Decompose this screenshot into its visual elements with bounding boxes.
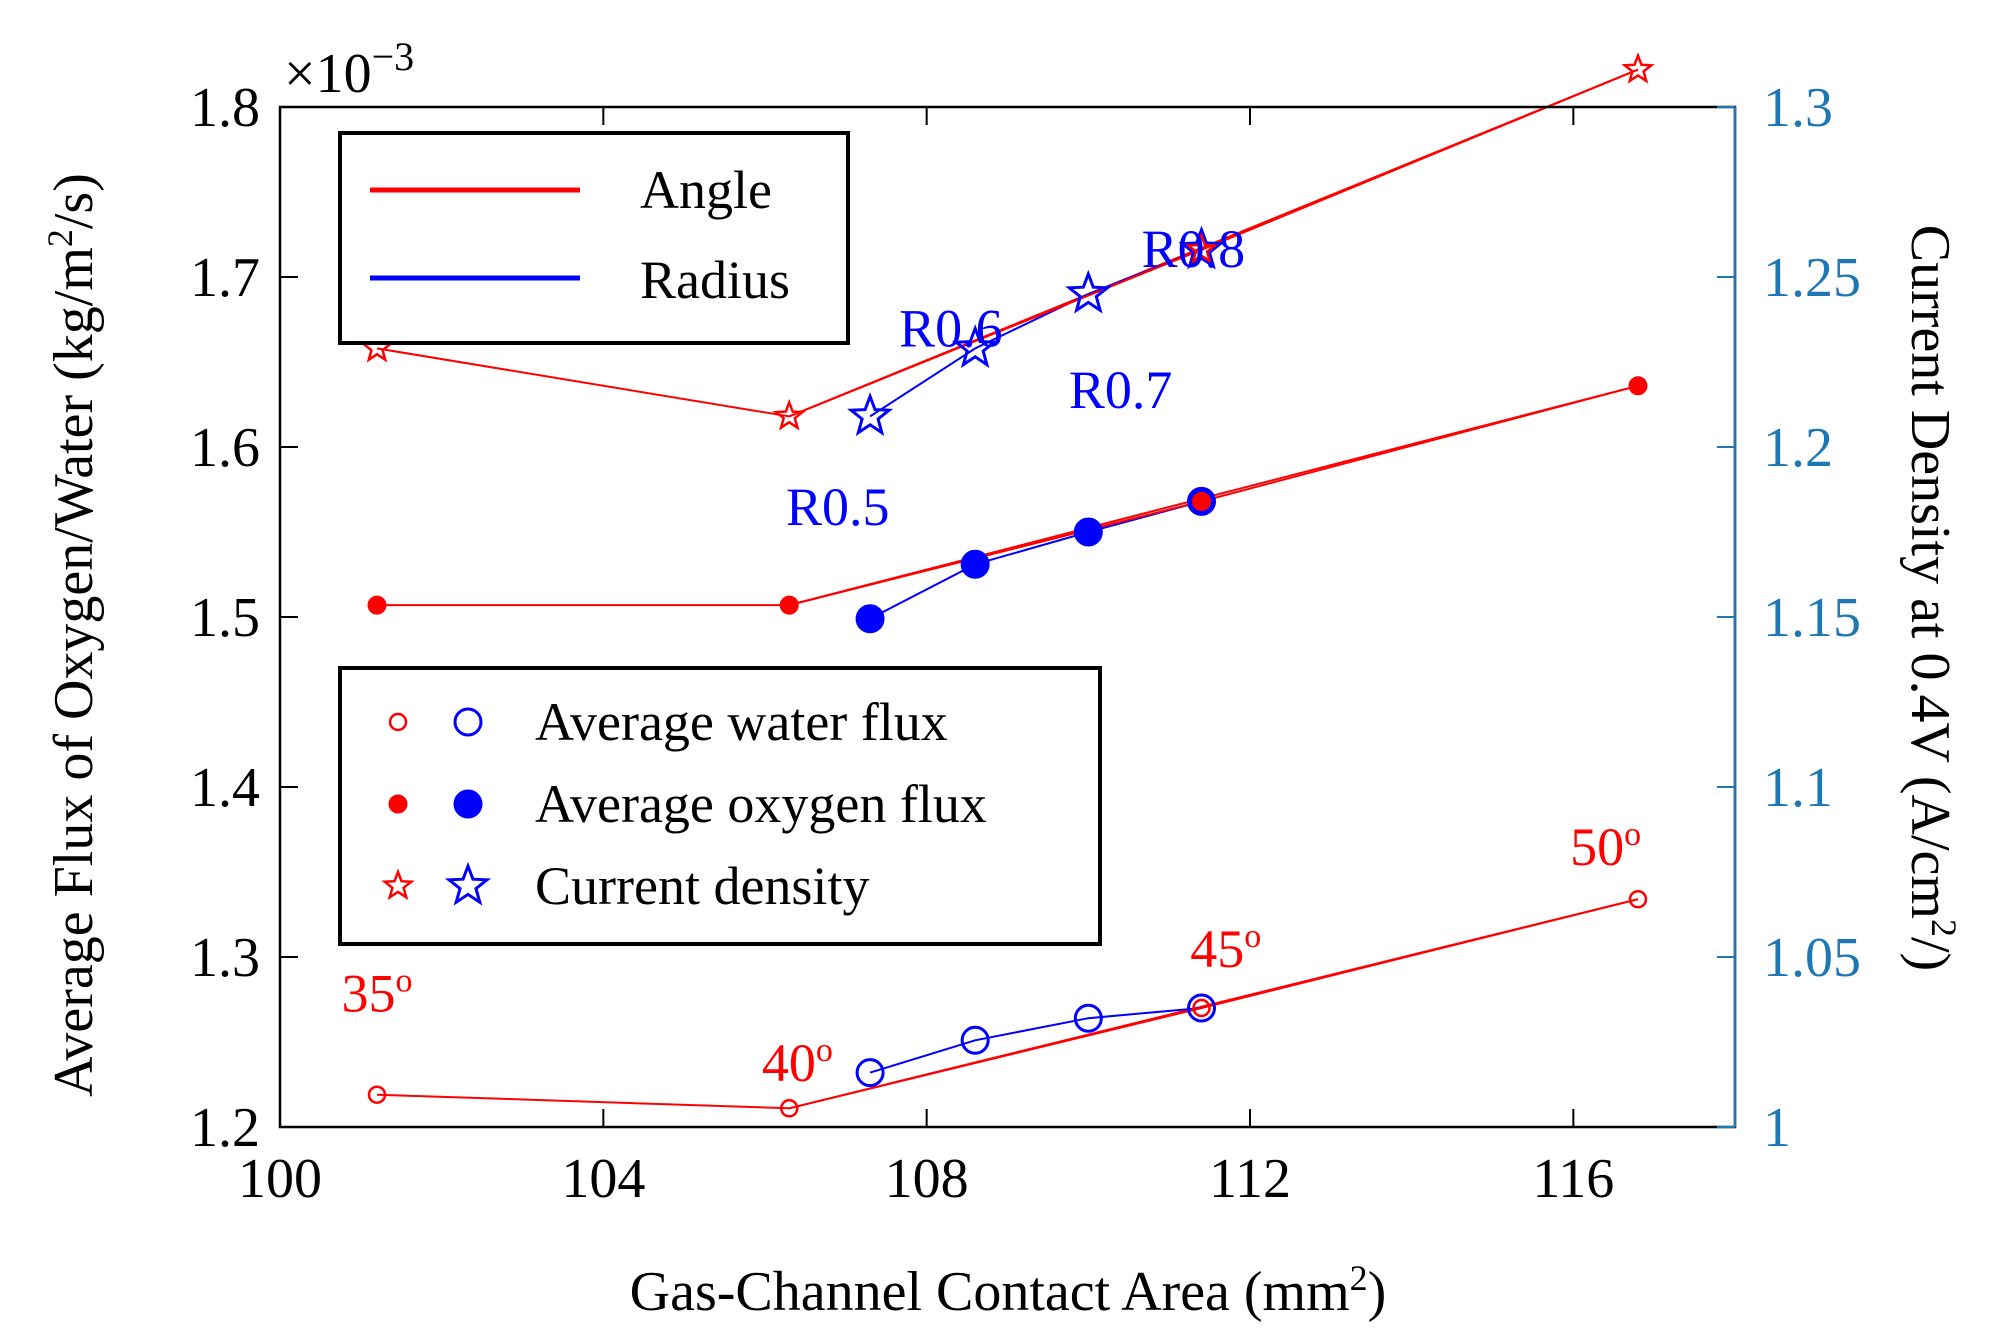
data-point-radius [1073,1003,1103,1033]
data-point-angle [779,595,799,615]
data-point-radius [1073,517,1103,547]
data-point-angle [367,595,387,615]
series-line-angle-segment [788,898,1639,1110]
data-point-angle [780,1099,799,1118]
x-tick-label: 100 [238,1148,322,1210]
y-left-tick-label: 1.3 [190,927,260,989]
x-tick-label: 116 [1532,1148,1614,1210]
data-point-radius [952,324,999,369]
y-axis-label-right: Current Density at 0.4V (A/cm2/) [1899,225,1964,971]
annotations: 35o 40o 45o 50o R0.5 R0.6 R0.7 R0.8 [342,219,1642,1093]
legend-icon-radius [453,707,483,737]
legend-water-label: Average water flux [535,692,948,752]
y-right-tick-label: 1.1 [1763,757,1833,819]
data-point-radius [960,1025,990,1055]
legend-icon-angle [388,794,408,814]
annotation-label: R0.6 [899,299,1003,359]
markers [360,52,1655,1118]
data-point-radius [847,392,894,437]
legend-marker-icons [381,707,492,906]
legend-radius-label: Radius [640,250,790,310]
y-left-tick-label: 1.6 [190,417,260,479]
data-point-angle [1621,52,1655,84]
y-right-tick-label: 1.15 [1763,587,1861,649]
legend-icon-radius [444,861,492,906]
data-point-radius [1065,269,1112,314]
annotation-label: R0.8 [1142,219,1246,279]
exponent-label: ×10−3 [284,34,414,105]
data-point-radius [1187,993,1216,1023]
legend-icon-radius [453,789,483,819]
x-tick-label: 108 [885,1148,969,1210]
y-left-tick-label: 1.4 [190,757,260,819]
series-line-angle-segment [788,68,1639,418]
y-left-tick-label: 1.7 [190,247,260,309]
legend-icon-angle [388,712,408,732]
data-point-radius [960,549,990,579]
data-point-angle [1192,491,1211,511]
annotation-label: 35o [342,962,413,1023]
annotation-label: 40o [762,1032,833,1093]
data-point-radius [1178,225,1225,270]
data-point-radius [855,604,885,634]
legend-lines-box [338,131,850,345]
y-left-tick-label: 1.5 [190,587,260,649]
legend-oxygen-label: Average oxygen flux [535,774,987,834]
legend-lines: Angle Radius [338,131,850,345]
y-left-tick-label: 1.8 [190,77,260,139]
legend-icon-angle [381,868,415,901]
data-point-angle [1184,232,1219,264]
annotation-label: R0.5 [786,477,890,537]
data-point-angle [1628,889,1648,909]
annotation-label: 50o [1570,816,1641,877]
axis-ticks: 100 104 108 112 116 1.2 1.3 1.4 1.5 1.6 1.7 1.8 1 1.0… [190,77,1861,1210]
y-left-tick-label: 1.2 [190,1097,260,1159]
data-point-angle [367,1085,387,1104]
y-right-tick-label: 1.05 [1763,927,1861,989]
series-line [377,384,1639,607]
legend-current-label: Current density [535,856,869,916]
x-tick-label: 112 [1209,1148,1291,1210]
annotation-label: R0.7 [1069,360,1173,420]
legend-markers: Average water flux Average oxygen flux C… [338,666,1102,946]
data-point-radius [855,1058,885,1088]
data-point-angle [1628,376,1648,396]
y-right-tick-label: 1.25 [1763,247,1861,309]
y-right-tick-label: 1 [1763,1097,1791,1159]
series-line [869,1007,1202,1074]
annotation-label: 45o [1190,918,1261,979]
data-point-angle [772,398,807,431]
y-right-tick-label: 1.3 [1763,77,1833,139]
y-right-tick-label: 1.2 [1763,417,1833,479]
x-axis-label: Gas-Channel Contact Area (mm2) [630,1258,1387,1323]
series-lines [376,68,1639,1110]
data-point-angle [1192,998,1211,1018]
legend-angle-label: Angle [640,160,772,220]
series-line [869,500,1202,620]
y-axis-label-left: Average Flux of Oxygen/Water (kg/m2/s) [40,173,105,1097]
x-tick-label: 104 [561,1148,645,1210]
